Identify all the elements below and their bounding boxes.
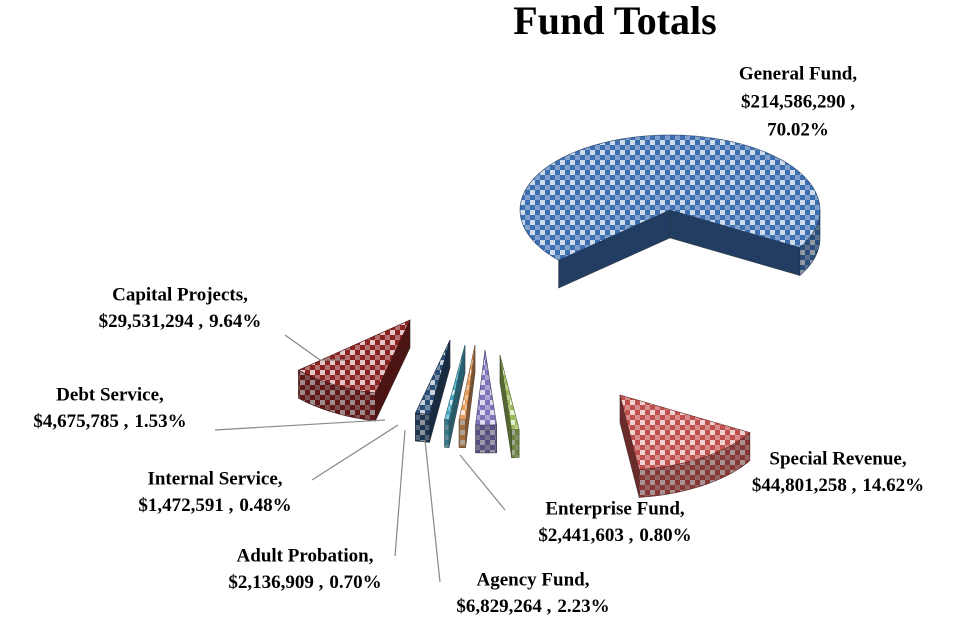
data-label-percent: 9.64% — [209, 311, 261, 332]
slice — [499, 354, 520, 459]
slice-side-shade — [799, 210, 820, 276]
data-label: $29,531,294 , 9.64% — [99, 311, 262, 332]
data-label-value: $1,472,591 , — [138, 495, 233, 516]
pie — [297, 134, 821, 498]
data-label-name: Agency Fund, — [477, 569, 590, 590]
data-label-value: $2,441,603 , — [538, 525, 633, 546]
slice-side-shade — [511, 429, 520, 458]
data-label-value: $44,801,258 , — [752, 475, 857, 496]
data-label: $2,441,603 , 0.80% — [538, 525, 691, 546]
data-label-value: $4,675,785 , — [33, 411, 128, 432]
data-label-value: $2,136,909 , — [228, 572, 323, 593]
data-label-percent: 14.62% — [862, 475, 924, 496]
data-label-percent: 0.48% — [239, 495, 291, 516]
slice — [297, 319, 411, 422]
slice — [444, 344, 466, 448]
slice — [499, 354, 520, 431]
slice — [415, 339, 451, 415]
leader-line — [284, 334, 345, 361]
slice — [444, 344, 466, 420]
leader-line — [459, 454, 506, 511]
data-label-name: Capital Projects, — [112, 284, 248, 305]
data-label-value: $29,531,294 , — [99, 311, 204, 332]
slice — [619, 394, 751, 470]
slice — [297, 319, 411, 394]
slice — [619, 394, 751, 498]
chart-title: Fund Totals — [513, 0, 716, 43]
data-label: $6,829,264 , 2.23% — [456, 596, 609, 617]
slice — [458, 344, 476, 449]
data-label-name: Internal Service, — [147, 468, 282, 489]
data-label-name: General Fund, — [739, 63, 857, 84]
leader-lines — [214, 334, 506, 583]
slice — [415, 339, 451, 443]
data-label: $4,675,785 , 1.53% — [33, 411, 186, 432]
data-label-name: Adult Probation, — [237, 545, 374, 566]
slice-side-shade — [475, 424, 497, 453]
data-label-percent: 0.70% — [329, 572, 381, 593]
data-label-name: Special Revenue, — [769, 448, 906, 469]
slice-side-shade — [415, 412, 430, 443]
data-label-percent: 70.02% — [767, 119, 829, 140]
data-label: $44,801,258 , 14.62% — [752, 475, 924, 496]
slice-side-shade — [639, 432, 750, 498]
data-label: $1,472,591 , 0.48% — [138, 495, 291, 516]
slice-side-shade — [444, 419, 450, 448]
leader-line — [424, 439, 441, 583]
data-label-value: $6,829,264 , — [456, 596, 551, 617]
data-label-name: Enterprise Fund, — [545, 498, 685, 519]
slice — [519, 134, 821, 289]
leader-line — [214, 419, 386, 431]
data-label-percent: 2.23% — [557, 596, 609, 617]
data-label-percent: 0.80% — [639, 525, 691, 546]
slice — [519, 134, 821, 261]
leader-line — [311, 424, 399, 481]
slice — [475, 349, 497, 426]
slice — [458, 344, 476, 421]
data-label: $2,136,909 , 0.70% — [228, 572, 381, 593]
data-label-value: $214,586,290 , — [741, 91, 855, 112]
data-label-name: Debt Service, — [56, 384, 164, 405]
data-label-percent: 1.53% — [134, 411, 186, 432]
slice-side-shade — [298, 370, 376, 421]
slice-side-shade — [459, 419, 466, 448]
leader-line — [394, 429, 406, 557]
slice — [475, 349, 497, 454]
